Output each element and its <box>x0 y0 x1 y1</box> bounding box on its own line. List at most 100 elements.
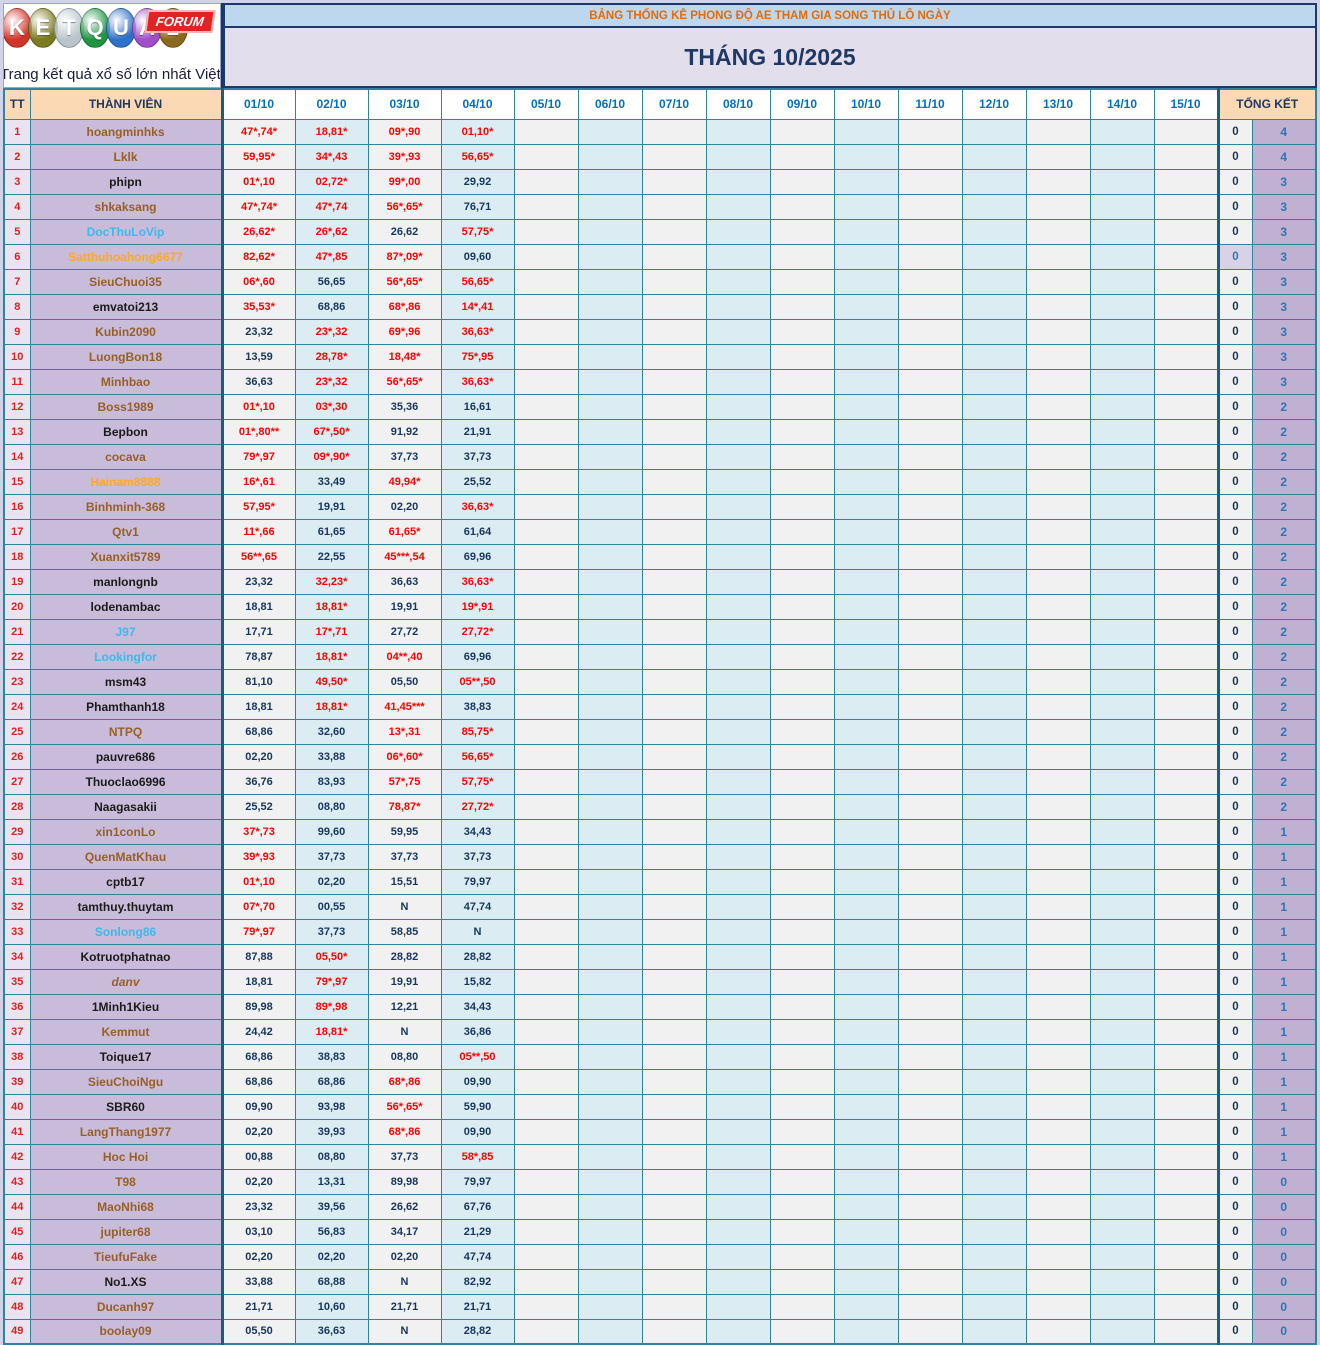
member-name[interactable]: jupiter68 <box>29 1218 223 1245</box>
day-cell <box>705 418 771 445</box>
day-cell <box>769 693 835 720</box>
day-cell: 28,82 <box>440 1318 515 1345</box>
member-name[interactable]: emvatoi213 <box>29 293 223 320</box>
member-name[interactable]: Minhbao <box>29 368 223 395</box>
member-name[interactable]: T98 <box>29 1168 223 1195</box>
member-name[interactable]: xin1conLo <box>29 818 223 845</box>
day-cell <box>1153 568 1219 595</box>
site-logo[interactable]: KETQUA2 FORUM Trang kết quả xổ số lớn nh… <box>3 3 221 88</box>
member-name[interactable]: Lookingfor <box>29 643 223 670</box>
member-name[interactable]: tamthuy.thuytam <box>29 893 223 920</box>
total-cell: 1 <box>1251 893 1317 920</box>
member-name[interactable]: Toique17 <box>29 1043 223 1070</box>
member-name[interactable]: NTPQ <box>29 718 223 745</box>
day-cell: 06*,60 <box>220 268 296 295</box>
day-cell <box>1089 1268 1155 1295</box>
day-cell <box>1089 1193 1155 1220</box>
member-name[interactable]: Bepbon <box>29 418 223 445</box>
member-name[interactable]: cptb17 <box>29 868 223 895</box>
table-row: 14 cocava 79*,97 09*,90* 37,73 37,73 0 2 <box>3 443 1317 470</box>
day-cell <box>705 593 771 620</box>
zero-cell: 0 <box>1216 893 1253 920</box>
total-cell: 2 <box>1251 568 1317 595</box>
member-name[interactable]: No1.XS <box>29 1268 223 1295</box>
day-cell <box>833 1118 899 1145</box>
day-cell <box>577 843 643 870</box>
member-name[interactable]: Xuanxit5789 <box>29 543 223 570</box>
day-cell <box>769 943 835 970</box>
total-cell: 3 <box>1251 318 1317 345</box>
zero-cell: 0 <box>1216 468 1253 495</box>
member-name[interactable]: lodenambac <box>29 593 223 620</box>
member-name[interactable]: Phamthanh18 <box>29 693 223 720</box>
zero-cell: 0 <box>1216 1293 1253 1320</box>
member-name[interactable]: Ducanh97 <box>29 1293 223 1320</box>
member-name[interactable]: Kemmut <box>29 1018 223 1045</box>
member-name[interactable]: Hainam8888 <box>29 468 223 495</box>
member-name[interactable]: phipn <box>29 168 223 195</box>
member-name[interactable]: J97 <box>29 618 223 645</box>
zero-cell: 0 <box>1216 868 1253 895</box>
day-cell <box>705 268 771 295</box>
member-name[interactable]: LuongBon18 <box>29 343 223 370</box>
zero-cell: 0 <box>1216 743 1253 770</box>
day-cell <box>961 1293 1027 1320</box>
member-name[interactable]: shkaksang <box>29 193 223 220</box>
day-cell <box>897 918 963 945</box>
member-name[interactable]: Naagasakii <box>29 793 223 820</box>
day-cell: 59,90 <box>440 1093 515 1120</box>
member-name[interactable]: Qtv1 <box>29 518 223 545</box>
day-cell <box>1153 893 1219 920</box>
day-cell <box>769 493 835 520</box>
day-cell: 36,63 <box>220 368 296 395</box>
row-index: 20 <box>3 593 31 620</box>
zero-cell: 0 <box>1216 1243 1253 1270</box>
day-cell <box>641 818 707 845</box>
member-name[interactable]: SBR60 <box>29 1093 223 1120</box>
member-name[interactable]: cocava <box>29 443 223 470</box>
member-name[interactable]: Sonlong86 <box>29 918 223 945</box>
day-cell: 24,42 <box>220 1018 296 1045</box>
day-cell <box>705 518 771 545</box>
total-cell: 2 <box>1251 693 1317 720</box>
member-name[interactable]: Binhminh-368 <box>29 493 223 520</box>
member-name[interactable]: Lklk <box>29 143 223 170</box>
day-cell <box>897 1143 963 1170</box>
member-name[interactable]: Boss1989 <box>29 393 223 420</box>
day-cell <box>833 318 899 345</box>
member-name[interactable]: pauvre686 <box>29 743 223 770</box>
member-name[interactable]: manlongnb <box>29 568 223 595</box>
member-name[interactable]: Kubin2090 <box>29 318 223 345</box>
day-cell <box>961 618 1027 645</box>
day-cell: 23,32 <box>220 1193 296 1220</box>
member-name[interactable]: hoangminhks <box>29 118 223 145</box>
member-name[interactable]: QuenMatKhau <box>29 843 223 870</box>
member-name[interactable]: SieuChoiNgu <box>29 1068 223 1095</box>
member-name[interactable]: Hoc Hoi <box>29 1143 223 1170</box>
day-cell <box>1153 518 1219 545</box>
member-name[interactable]: danv <box>29 968 223 995</box>
row-index: 28 <box>3 793 31 820</box>
day-cell: 00,88 <box>220 1143 296 1170</box>
member-name[interactable]: Kotruotphatnao <box>29 943 223 970</box>
day-cell: 18,48* <box>367 343 442 370</box>
day-cell <box>897 393 963 420</box>
member-name[interactable]: boolay09 <box>29 1318 223 1345</box>
row-index: 39 <box>3 1068 31 1095</box>
member-name[interactable]: Thuoclao6996 <box>29 768 223 795</box>
member-name[interactable]: MaoNhi68 <box>29 1193 223 1220</box>
member-name[interactable]: DocThuLoVip <box>29 218 223 245</box>
day-cell: 28,82 <box>440 943 515 970</box>
member-name[interactable]: msm43 <box>29 668 223 695</box>
zero-cell: 0 <box>1216 1143 1253 1170</box>
member-name[interactable]: Satthuhoahong6677 <box>29 243 223 270</box>
day-cell <box>577 793 643 820</box>
zero-cell: 0 <box>1216 768 1253 795</box>
day-cell: 56,65* <box>440 143 515 170</box>
member-name[interactable]: 1Minh1Kieu <box>29 993 223 1020</box>
member-name[interactable]: SieuChuoi35 <box>29 268 223 295</box>
member-name[interactable]: TieufuFake <box>29 1243 223 1270</box>
member-name[interactable]: LangThang1977 <box>29 1118 223 1145</box>
table-row: 30 QuenMatKhau 39*,93 37,73 37,73 37,73 0 1 <box>3 843 1317 870</box>
total-cell: 4 <box>1251 118 1317 145</box>
